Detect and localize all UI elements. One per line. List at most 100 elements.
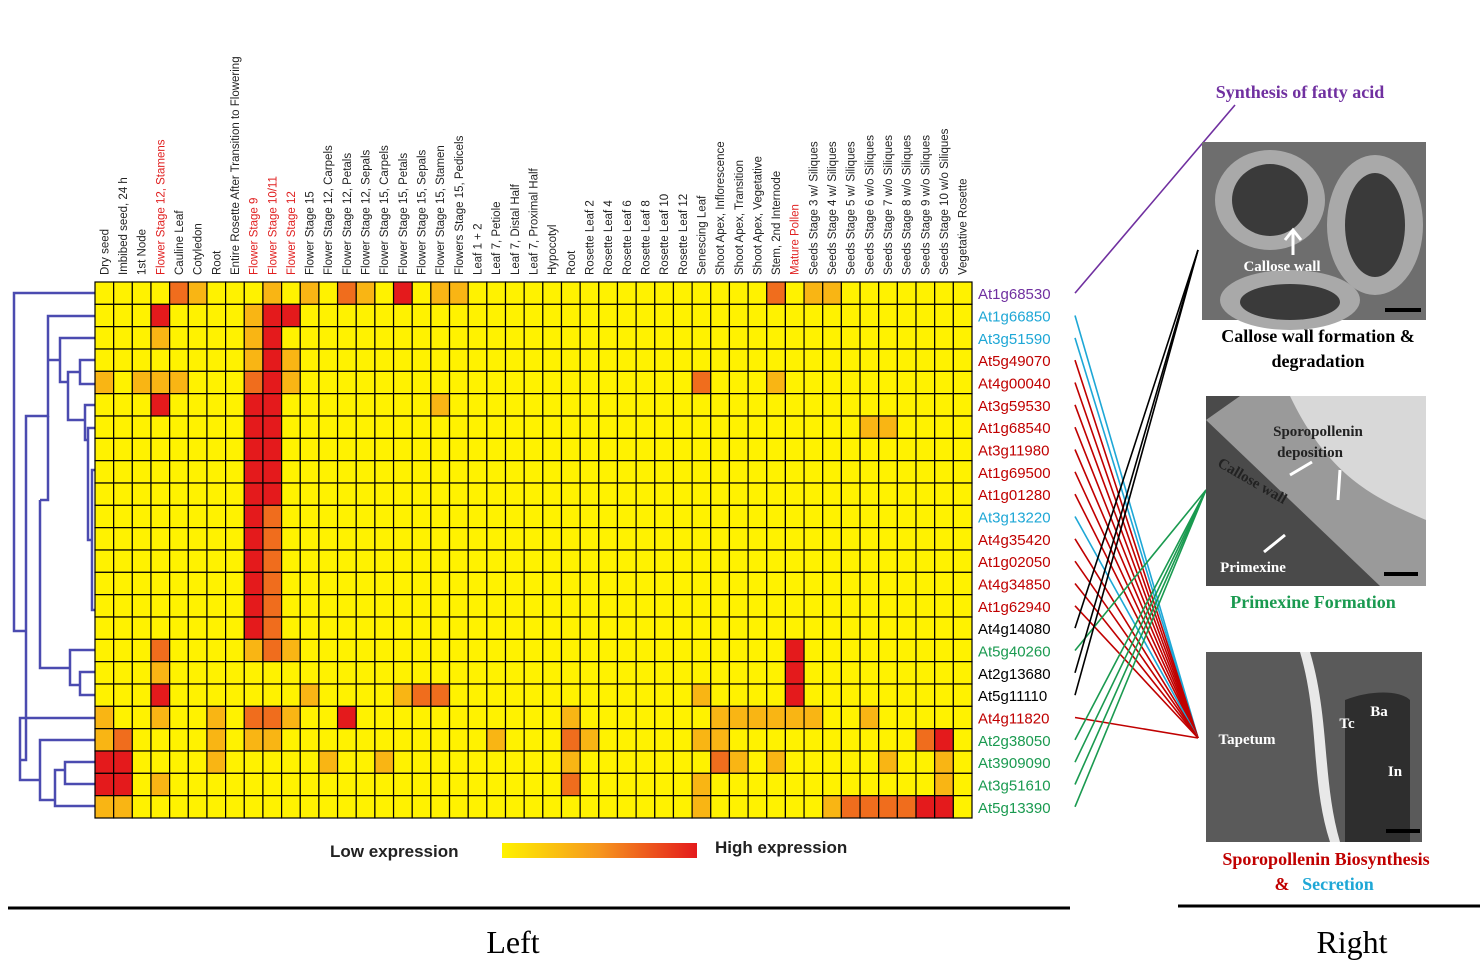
cell xyxy=(636,617,655,639)
cell xyxy=(935,304,954,326)
cell xyxy=(188,416,207,438)
cell xyxy=(114,706,133,728)
cell xyxy=(935,550,954,572)
cell xyxy=(450,349,469,371)
cell xyxy=(748,639,767,661)
cell xyxy=(319,394,338,416)
cell xyxy=(188,572,207,594)
cell xyxy=(897,282,916,304)
cell xyxy=(953,416,972,438)
cell xyxy=(711,729,730,751)
cell xyxy=(151,706,170,728)
cell xyxy=(935,595,954,617)
cell xyxy=(543,394,562,416)
cell xyxy=(412,572,431,594)
cell xyxy=(282,796,301,818)
cell xyxy=(729,438,748,460)
cell xyxy=(860,416,879,438)
cell xyxy=(151,662,170,684)
cell xyxy=(935,461,954,483)
cell xyxy=(879,773,898,795)
row-label: At2g38050 xyxy=(978,733,1051,750)
cell xyxy=(319,416,338,438)
cell xyxy=(543,282,562,304)
cell xyxy=(543,304,562,326)
cell xyxy=(431,617,450,639)
cell xyxy=(431,550,450,572)
cell xyxy=(916,371,935,393)
cell xyxy=(226,416,245,438)
cell xyxy=(767,349,786,371)
cell xyxy=(151,729,170,751)
column-label: Dry seed xyxy=(99,229,111,275)
cell xyxy=(729,773,748,795)
cell xyxy=(524,617,543,639)
legend-low: Low expression xyxy=(330,842,458,861)
cell xyxy=(897,304,916,326)
cell xyxy=(226,438,245,460)
cell xyxy=(748,595,767,617)
cell xyxy=(506,617,525,639)
cell xyxy=(692,773,711,795)
cell xyxy=(170,349,189,371)
cell xyxy=(170,505,189,527)
cell xyxy=(356,639,375,661)
cell xyxy=(170,438,189,460)
cell xyxy=(823,684,842,706)
cell xyxy=(506,729,525,751)
cell xyxy=(636,416,655,438)
cell xyxy=(879,304,898,326)
cell xyxy=(226,773,245,795)
cell xyxy=(356,550,375,572)
cell xyxy=(375,349,394,371)
cell xyxy=(468,639,487,661)
cell xyxy=(879,662,898,684)
cell xyxy=(450,639,469,661)
cell xyxy=(319,371,338,393)
cell xyxy=(188,796,207,818)
cell xyxy=(617,461,636,483)
cell xyxy=(506,371,525,393)
cell xyxy=(729,371,748,393)
cell xyxy=(897,371,916,393)
cell xyxy=(450,304,469,326)
cell xyxy=(804,639,823,661)
cell xyxy=(823,304,842,326)
caption: Secretion xyxy=(1302,874,1374,894)
cell xyxy=(561,550,580,572)
cell xyxy=(300,662,319,684)
cell xyxy=(729,572,748,594)
cell xyxy=(748,550,767,572)
cell xyxy=(207,505,226,527)
cell xyxy=(95,483,114,505)
image-label: Callose wall xyxy=(1243,259,1320,275)
cell xyxy=(300,595,319,617)
cell xyxy=(636,706,655,728)
cell xyxy=(543,751,562,773)
cell xyxy=(729,483,748,505)
cell xyxy=(226,729,245,751)
cell xyxy=(151,438,170,460)
cell xyxy=(431,282,450,304)
cell xyxy=(282,751,301,773)
cell xyxy=(673,639,692,661)
cell xyxy=(226,662,245,684)
cell xyxy=(860,371,879,393)
cell xyxy=(561,662,580,684)
cell xyxy=(282,662,301,684)
cell xyxy=(95,639,114,661)
row-label: At3g11980 xyxy=(978,443,1049,460)
cell xyxy=(692,751,711,773)
cell xyxy=(729,595,748,617)
cell xyxy=(487,505,506,527)
cell xyxy=(841,438,860,460)
cell xyxy=(524,729,543,751)
cell xyxy=(226,505,245,527)
column-label: Flower Stage 15, Sepals xyxy=(417,149,429,275)
cell xyxy=(823,461,842,483)
column-label: Flower Stage 15, Petals xyxy=(398,153,410,275)
cell xyxy=(841,505,860,527)
cell xyxy=(935,371,954,393)
cell xyxy=(785,505,804,527)
cell xyxy=(767,706,786,728)
